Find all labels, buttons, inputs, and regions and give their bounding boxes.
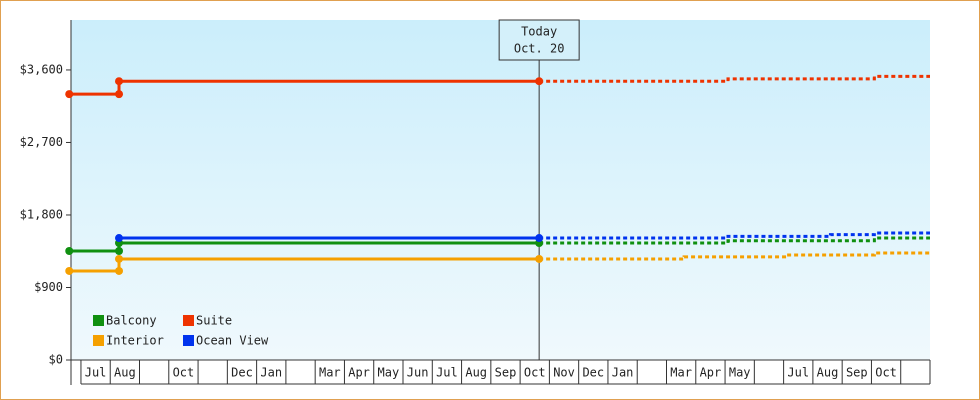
legend-swatch xyxy=(183,335,194,346)
x-tick-label: Sep xyxy=(495,366,517,380)
price-point xyxy=(65,90,74,99)
forecast-line xyxy=(539,74,930,83)
price-point xyxy=(65,246,74,255)
price-point xyxy=(115,234,124,243)
x-tick-label: Jan xyxy=(260,366,282,380)
x-tick-label: Oct xyxy=(875,366,897,380)
x-tick-label: May xyxy=(378,366,400,380)
price-point xyxy=(115,246,124,255)
x-tick-label: Mar xyxy=(670,366,692,380)
x-tick-label: Dec xyxy=(582,366,604,380)
y-tick-label: $900 xyxy=(34,280,63,294)
forecast-line xyxy=(539,231,930,240)
legend-swatch xyxy=(183,315,194,326)
x-tick-label: Dec xyxy=(231,366,253,380)
y-tick-label: $3,600 xyxy=(20,62,63,76)
x-tick-label: Jan xyxy=(612,366,634,380)
legend-label: Ocean View xyxy=(196,334,269,348)
x-tick-label: May xyxy=(729,366,751,380)
price-point xyxy=(535,234,544,243)
today-box xyxy=(498,19,580,61)
x-tick-label: Aug xyxy=(114,366,136,380)
legend-swatch xyxy=(93,315,104,326)
x-tick-label: Mar xyxy=(319,366,341,380)
legend-swatch xyxy=(93,335,104,346)
today-date: Oct. 20 xyxy=(514,42,565,56)
x-tick-label: Apr xyxy=(700,366,722,380)
price-point xyxy=(65,266,74,275)
legend-label: Interior xyxy=(106,334,164,348)
price-point xyxy=(115,77,124,86)
x-tick-label: Jun xyxy=(407,366,429,380)
plot-area xyxy=(71,20,930,360)
x-tick-label: Jul xyxy=(787,366,809,380)
forecast-line xyxy=(539,236,930,245)
x-tick-label: Jul xyxy=(85,366,107,380)
price-point xyxy=(535,254,544,263)
price-point xyxy=(115,266,124,275)
x-tick-label: Oct xyxy=(524,366,546,380)
y-tick-label: $2,700 xyxy=(20,135,63,149)
x-tick-label: Nov xyxy=(553,366,575,380)
price-point xyxy=(535,77,544,86)
price-line xyxy=(69,257,540,273)
x-tick-label: Sep xyxy=(846,366,868,380)
y-tick-label: $1,800 xyxy=(20,207,63,221)
x-tick-label: Aug xyxy=(817,366,839,380)
x-tick-label: Oct xyxy=(173,366,195,380)
y-tick-label: $0 xyxy=(49,353,63,367)
legend-label: Suite xyxy=(196,314,232,328)
legend-label: Balcony xyxy=(106,314,157,328)
today-label: Today xyxy=(521,25,557,39)
price-point xyxy=(115,254,124,263)
x-tick-label: Apr xyxy=(348,366,370,380)
x-tick-label: Aug xyxy=(465,366,487,380)
price-point xyxy=(115,90,124,99)
x-tick-label: Jul xyxy=(436,366,458,380)
price-line xyxy=(69,79,540,96)
